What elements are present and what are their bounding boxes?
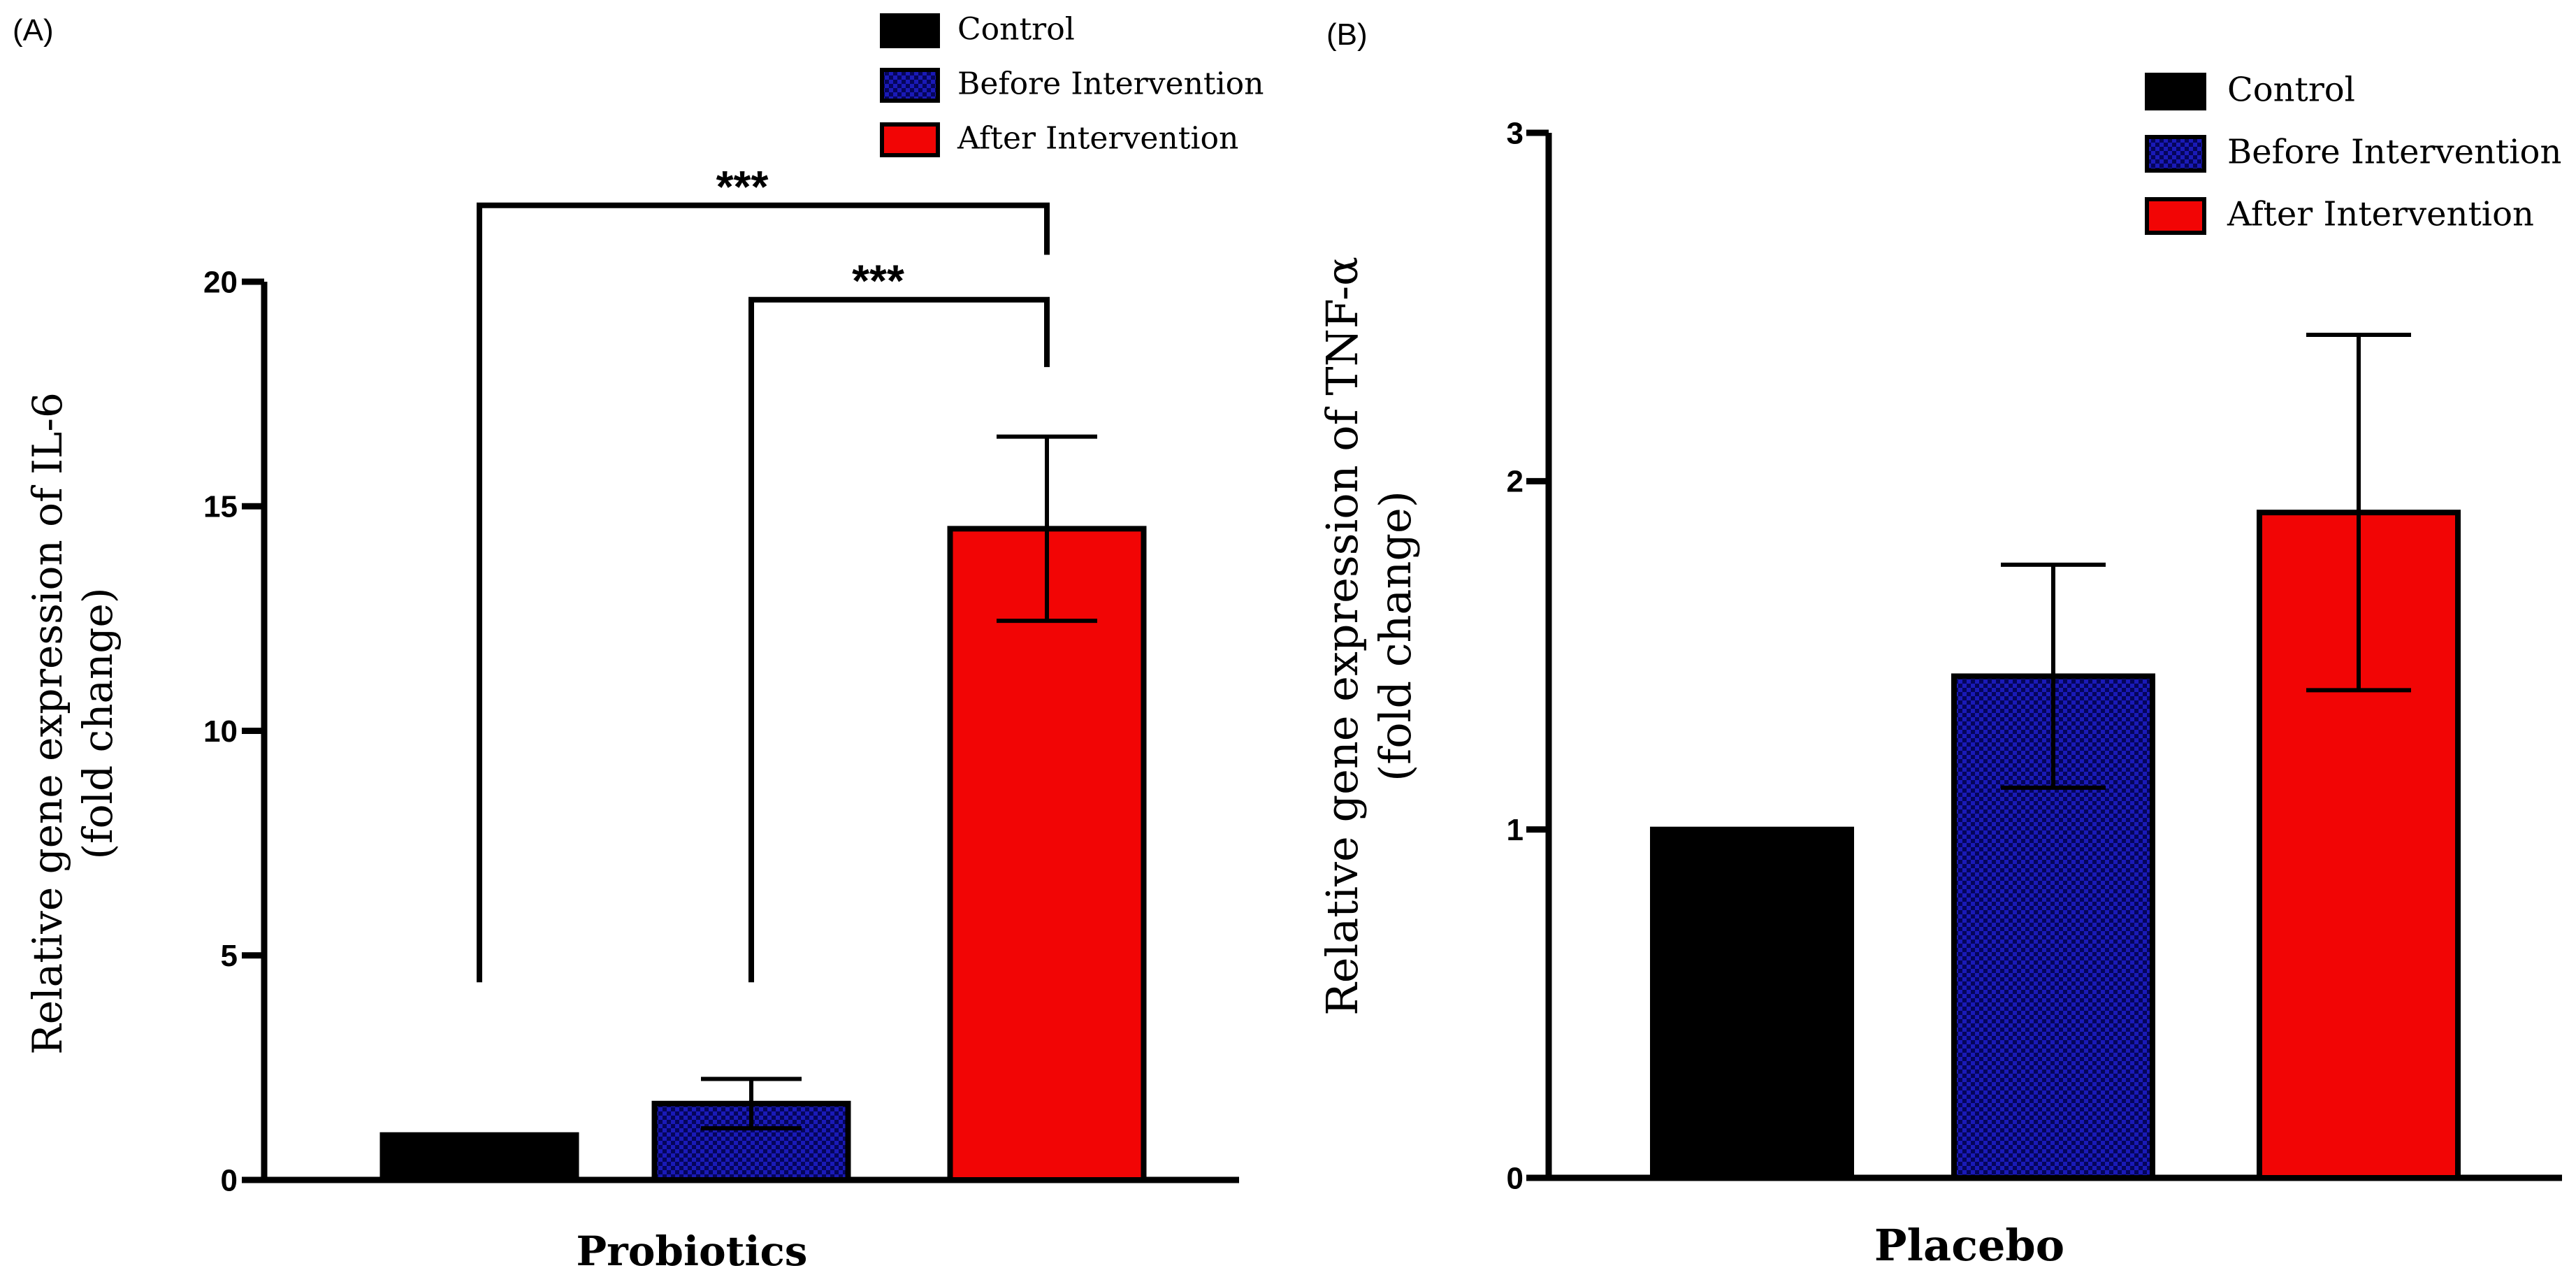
panel-a-probiotics: (A) Control Before Intervention After Inte… <box>13 11 1264 1275</box>
panel-b-ytick-label-2: 2 <box>1507 465 1524 499</box>
panel-a-significance-bracket-2 <box>748 296 1050 983</box>
panel-a-bars <box>379 526 1147 1183</box>
panel-b-label: (B) <box>1326 17 1368 52</box>
panel-b-legend: Control Before Intervention After Interven… <box>2145 70 2561 235</box>
panel-a-legend-swatch-after-intervention <box>880 122 940 157</box>
panel-b-legend-label-before-intervention: Before Intervention <box>2227 132 2561 171</box>
panel-a-legend-label-before-intervention: Before Intervention <box>957 66 1264 101</box>
panel-a-legend-swatch-control <box>880 13 940 48</box>
panel-b-legend-swatch-after-intervention <box>2145 197 2206 235</box>
panel-a-ylabel-line1: Relative gene expression of IL-6 <box>24 392 71 1055</box>
panel-a-ytick-label-0: 0 <box>221 1163 238 1197</box>
panel-b-legend-swatch-before-intervention <box>2145 135 2206 173</box>
panel-a-xlabel: Probiotics <box>577 1227 808 1275</box>
panel-b-ytick-label-0: 0 <box>1507 1161 1524 1195</box>
panel-a-significance-bracket-1 <box>477 202 1050 983</box>
panel-b-legend-label-after-intervention: After Intervention <box>2227 194 2534 233</box>
panel-a-legend-swatch-before-intervention <box>880 68 940 103</box>
panel-a-bar-control <box>379 1132 579 1183</box>
panel-a-significance-label-2: *** <box>852 256 904 306</box>
panel-a-legend-label-after-intervention: After Intervention <box>957 120 1238 156</box>
panel-b-ylabel-line2: (fold change) <box>1370 491 1421 782</box>
panel-a-significance-label-1: *** <box>716 161 769 212</box>
panel-b-ytick-label-1: 1 <box>1507 813 1524 847</box>
panel-b-ytick-label-3: 3 <box>1507 116 1524 150</box>
panel-a-bar-after-intervention <box>947 526 1147 1183</box>
panel-a-ytick-label-15: 15 <box>203 490 238 524</box>
panel-b-legend-swatch-control <box>2145 73 2206 110</box>
panel-b-placebo: (B) Control Before Intervention After Inte… <box>1317 17 2562 1271</box>
panel-b-legend-label-control: Control <box>2227 70 2355 109</box>
panel-a-ytick-label-10: 10 <box>203 714 238 749</box>
panel-b-ylabel-line1: Relative gene expression of TNF-α <box>1317 257 1368 1016</box>
panel-b-bar-control <box>1650 826 1854 1181</box>
panel-a-ytick-label-5: 5 <box>221 939 238 973</box>
panel-b-xlabel: Placebo <box>1874 1220 2064 1271</box>
panel-a-label: (A) <box>13 13 54 48</box>
panel-b-error-bars <box>2001 333 2411 790</box>
panel-a-error-bars <box>701 434 1097 1131</box>
panel-a-ylabel-line2: (fold change) <box>74 588 122 860</box>
panel-a-legend: Control Before Intervention After Interven… <box>880 11 1264 157</box>
panel-a-legend-label-control: Control <box>957 11 1075 47</box>
panel-a-significance: *** *** <box>477 161 1050 983</box>
panel-a-ytick-label-20: 20 <box>203 265 238 299</box>
